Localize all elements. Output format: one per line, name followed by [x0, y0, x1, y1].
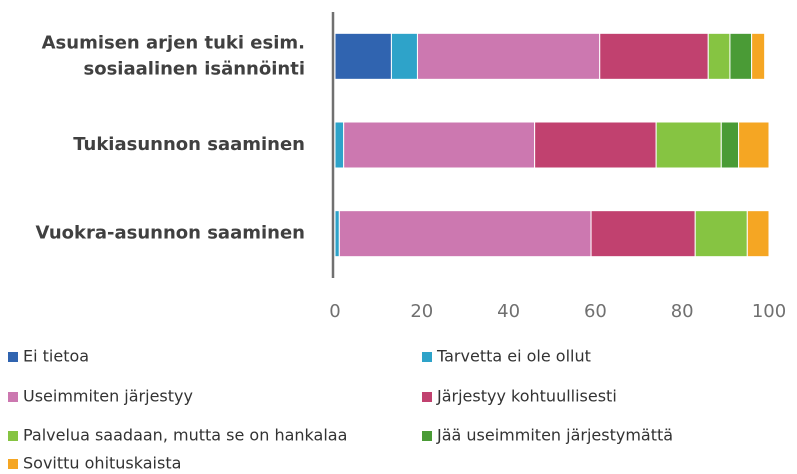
legend-swatch: [422, 431, 432, 441]
bar-segment: [729, 32, 753, 80]
legend-label: Ei tietoa: [23, 347, 89, 366]
x-tick-label: 20: [410, 301, 433, 322]
x-tick-label: 60: [584, 301, 607, 322]
bar-segment: [655, 121, 722, 169]
bar-segment: [599, 32, 709, 80]
legend-swatch: [422, 352, 432, 362]
bar-segment: [534, 121, 657, 169]
legend-label: Järjestyy kohtuullisesti: [436, 387, 617, 406]
bar-segment: [590, 210, 696, 258]
legend-swatch: [8, 392, 18, 402]
bar-segment: [694, 210, 748, 258]
bar-segment: [751, 32, 766, 80]
bar-segment: [738, 121, 770, 169]
category-label: Vuokra-asunnon saaminen: [36, 223, 305, 244]
bar-segment: [338, 210, 592, 258]
x-tick-label: 100: [752, 301, 786, 322]
legend-label: Sovittu ohituskaista: [23, 454, 181, 473]
legend-swatch: [8, 352, 18, 362]
legend-label: Tarvetta ei ole ollut: [436, 347, 591, 366]
legend-swatch: [8, 459, 18, 469]
bar-segment: [334, 121, 345, 169]
legend-label: Jää useimmiten järjestymättä: [436, 426, 673, 445]
legend-swatch: [8, 431, 18, 441]
legend-label: Palvelua saadaan, mutta se on hankalaa: [23, 426, 347, 445]
bar-segment: [334, 32, 392, 80]
legend-label: Useimmiten järjestyy: [23, 387, 193, 406]
bar-segment: [343, 121, 536, 169]
category-label: Tukiasunnon saaminen: [73, 134, 305, 155]
x-tick-label: 80: [671, 301, 694, 322]
legend-swatch: [422, 392, 432, 402]
bar-segment: [334, 210, 340, 258]
bar-segment: [390, 32, 418, 80]
bar-segment: [746, 210, 770, 258]
bar-segment: [416, 32, 601, 80]
bar-segment: [720, 121, 740, 169]
category-label: Asumisen arjen tuki esim. sosiaalinen isä…: [42, 32, 305, 79]
bar-segment: [707, 32, 731, 80]
category-label-line: Asumisen arjen tuki esim.: [42, 32, 305, 53]
x-tick-label: 0: [329, 301, 340, 322]
category-label-line: sosiaalinen isännöinti: [84, 58, 305, 79]
x-tick-label: 40: [497, 301, 520, 322]
